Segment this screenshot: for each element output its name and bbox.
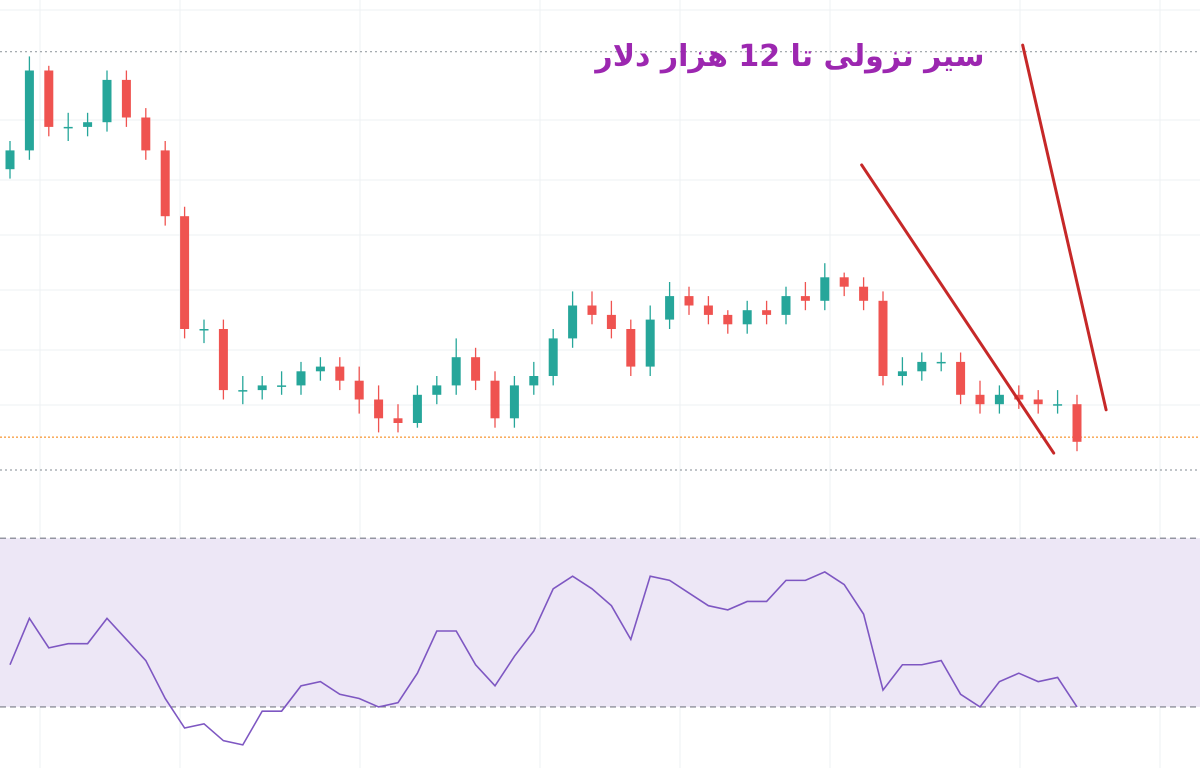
- candle-body: [121, 79, 131, 118]
- candle-body: [24, 70, 34, 151]
- candle-body: [742, 310, 752, 325]
- candle-body: [199, 329, 209, 331]
- rsi-band: [0, 538, 1200, 707]
- candle-body: [509, 385, 519, 419]
- candle-body: [257, 385, 267, 391]
- candle-body: [878, 300, 888, 376]
- candle-body: [975, 394, 985, 405]
- candle-body: [568, 305, 578, 339]
- candle-body: [296, 371, 306, 386]
- candle-body: [471, 357, 481, 381]
- candle-body: [781, 296, 791, 315]
- candle-body: [1072, 404, 1082, 442]
- candle-body: [800, 296, 810, 301]
- candle-body: [665, 296, 675, 320]
- candle-body: [917, 361, 927, 372]
- candle-body: [703, 305, 713, 315]
- candle-body: [762, 310, 772, 315]
- candle-body: [529, 376, 539, 386]
- candle-body: [645, 319, 655, 367]
- candle-body: [548, 338, 558, 376]
- candle-body: [606, 314, 616, 329]
- candle-body: [5, 150, 15, 170]
- candle-body: [1033, 399, 1043, 405]
- trend-line: [860, 163, 1056, 455]
- candle-body: [393, 418, 403, 423]
- candle-body: [820, 277, 830, 301]
- candle-body: [238, 390, 248, 392]
- candle-body: [1053, 404, 1063, 406]
- candle-body: [956, 361, 966, 395]
- candle-body: [626, 329, 636, 367]
- candle-body: [141, 117, 151, 151]
- candle-body: [44, 70, 54, 127]
- candle-body: [335, 366, 345, 381]
- candle-body: [102, 79, 112, 123]
- candle-body: [897, 371, 907, 376]
- candle-body: [684, 296, 694, 306]
- candle-body: [451, 357, 461, 386]
- candle-body: [432, 385, 442, 395]
- annotation: سیر نزولی تا 12 هزار دلار: [593, 39, 984, 74]
- candle-body: [63, 126, 73, 129]
- candle-body: [83, 122, 93, 127]
- candle-body: [859, 286, 869, 301]
- candle-body: [218, 329, 228, 391]
- candle-body: [994, 394, 1004, 405]
- candle-body: [160, 150, 170, 217]
- candle-body: [587, 305, 597, 315]
- candle-body: [412, 394, 422, 423]
- candle-body: [180, 216, 190, 329]
- candle-body: [839, 277, 849, 287]
- candle-body: [315, 366, 325, 372]
- candle-body: [354, 380, 364, 400]
- candle-body: [277, 385, 287, 387]
- candle-body: [1014, 394, 1024, 400]
- candle-body: [374, 399, 384, 419]
- rsi-line: [9, 571, 1078, 746]
- candle-body: [490, 380, 500, 419]
- candle-body: [936, 361, 946, 364]
- candle-body: [723, 314, 733, 325]
- trend-line: [1021, 43, 1108, 412]
